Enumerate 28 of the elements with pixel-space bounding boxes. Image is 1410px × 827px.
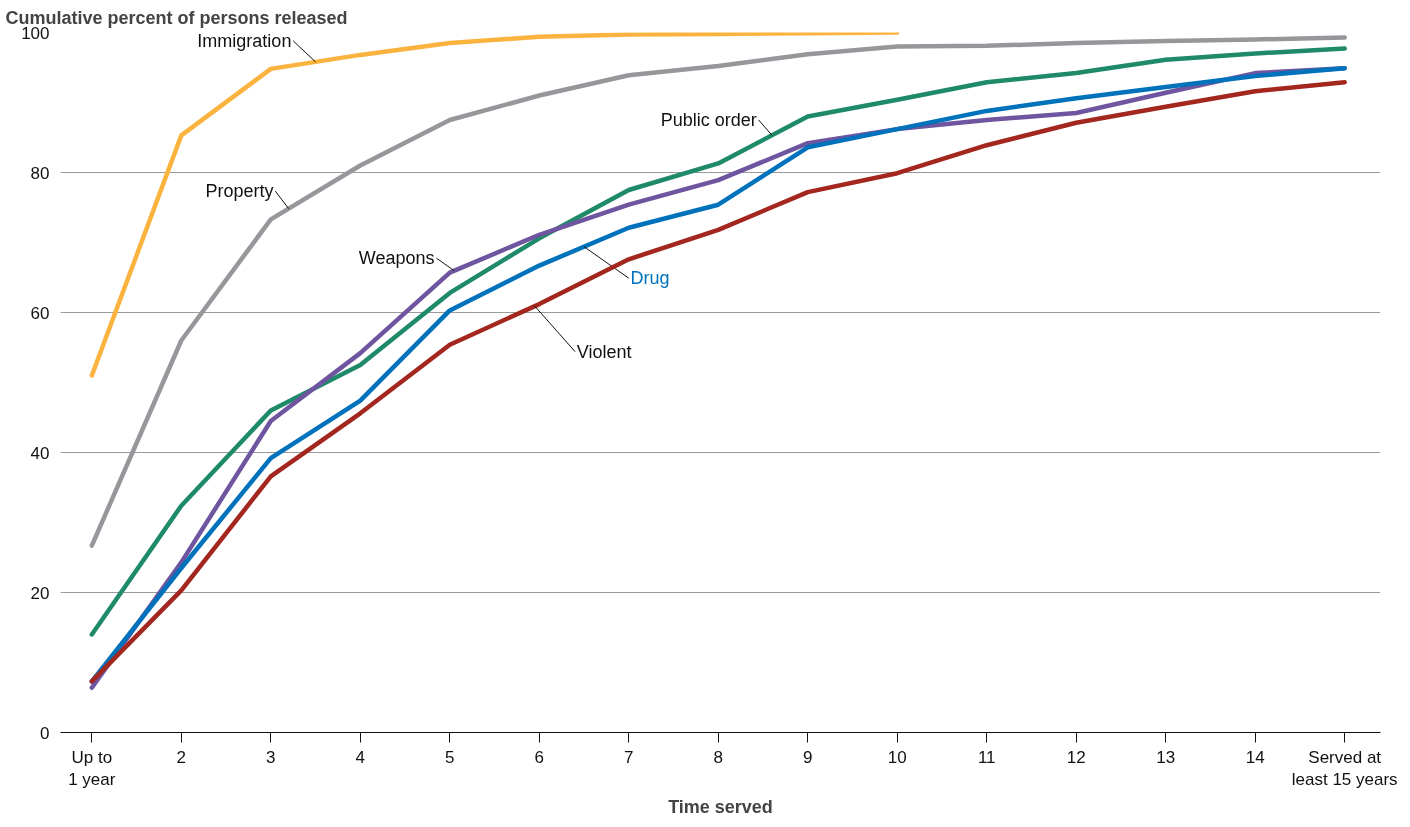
x-tick-label: 7: [624, 747, 634, 767]
x-tick-label: 5: [445, 747, 455, 767]
x-tick-label: 4: [355, 747, 366, 767]
line-series: [89, 32, 900, 378]
y-tick-label: 60: [30, 303, 50, 323]
x-tick-label: 13: [1156, 747, 1176, 767]
text: Violent: [576, 341, 632, 362]
x-tick-label: 11: [977, 747, 996, 767]
x-axis-title: Time served: [668, 797, 773, 818]
series-label: Immigration: [197, 30, 292, 51]
x-tick-label: Up to 1 year: [68, 747, 116, 790]
y-tick-label: 20: [30, 583, 50, 603]
series-label: Weapons: [358, 248, 435, 269]
y-tick-label: 40: [30, 443, 50, 463]
text: Drug: [630, 268, 670, 289]
x-tick-label: 10: [887, 747, 907, 767]
x-tick-label: 8: [713, 747, 723, 767]
x-tick-label: 6: [534, 747, 545, 767]
x-tick-label: 12: [1066, 747, 1086, 767]
y-tick-label: 0: [40, 723, 50, 743]
x-tick-label: 2: [176, 747, 187, 767]
series-label: Public order: [660, 109, 757, 130]
x-tick-label: 9: [803, 747, 813, 767]
x-tick-label: Served at least 15 years: [1291, 747, 1398, 790]
x-tick-label: 3: [266, 747, 276, 767]
x-tick-label: 14: [1245, 747, 1265, 767]
series-label: Property: [205, 181, 274, 202]
y-tick-label: 80: [30, 163, 50, 183]
